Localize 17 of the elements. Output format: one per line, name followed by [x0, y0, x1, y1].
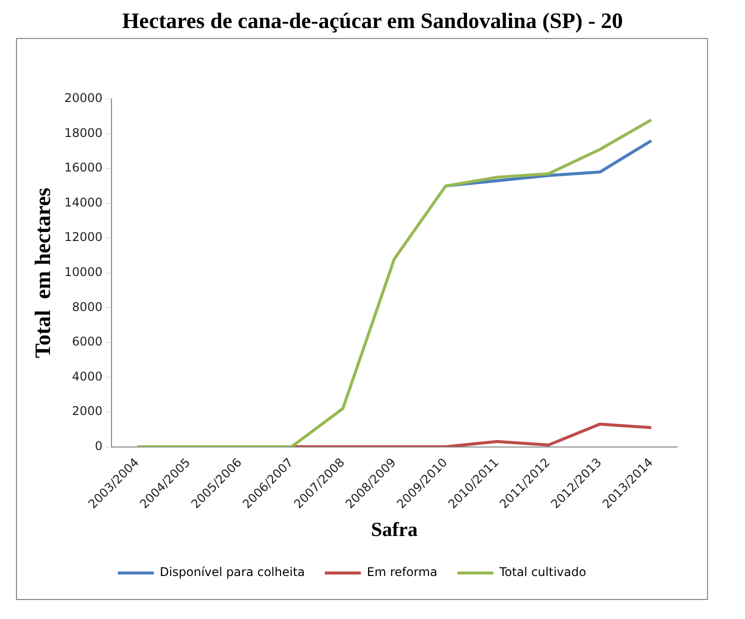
legend-label: Total cultivado: [498, 565, 586, 580]
y-tick-label: 8000: [72, 300, 103, 314]
x-axis-title: Safra: [370, 519, 418, 542]
y-axis-title: Total em hectares: [30, 187, 55, 358]
y-tick-label: 20000: [64, 91, 103, 106]
y-tick-label: 14000: [64, 195, 103, 210]
chart-title: Hectares de cana-de-açúcar em Sandovalina (SP) - 20: [121, 8, 624, 34]
y-tick-label: 18000: [64, 126, 103, 140]
y-tick-label: 6000: [72, 334, 103, 349]
y-tick-label: 12000: [64, 230, 103, 244]
legend-label: Em reforma: [366, 565, 438, 580]
y-tick-label: 16000: [64, 160, 103, 175]
y-tick-label: 2000: [72, 404, 103, 418]
y-tick-label: 10000: [64, 265, 103, 280]
legend-label: Disponível para colheita: [160, 565, 305, 580]
y-tick-label: 0: [94, 438, 103, 453]
y-tick-label: 4000: [72, 369, 103, 384]
